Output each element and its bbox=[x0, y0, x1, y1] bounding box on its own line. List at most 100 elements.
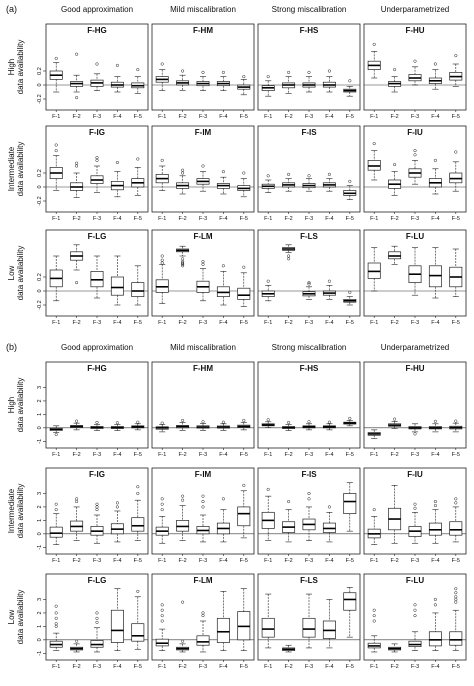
outlier bbox=[433, 419, 437, 423]
x-tick-label: F-4 bbox=[113, 664, 121, 670]
outlier bbox=[327, 505, 331, 509]
outlier bbox=[372, 42, 376, 46]
outlier bbox=[393, 163, 397, 167]
outlier bbox=[95, 62, 99, 66]
x-tick-label: F-5 bbox=[346, 558, 354, 564]
x-tick-label: F-5 bbox=[240, 216, 248, 222]
x-tick-label: F-5 bbox=[134, 664, 142, 670]
outlier bbox=[413, 432, 417, 436]
panel-title: F-IS bbox=[301, 470, 317, 479]
panel-title: F-IG bbox=[89, 470, 105, 479]
x-tick-label: F-1 bbox=[264, 320, 272, 326]
column-title: Good approximation bbox=[61, 343, 133, 352]
x-tick-label: F-1 bbox=[264, 452, 272, 458]
y-tick-label: 2 bbox=[37, 399, 43, 402]
x-tick-label: F-5 bbox=[240, 114, 248, 120]
panel: F-IM F-1 F-2 F-3 F-4 F-5 bbox=[151, 467, 255, 564]
y-tick-label: 0.2 bbox=[37, 67, 43, 75]
x-tick-label: F-2 bbox=[390, 558, 398, 564]
outlier bbox=[221, 70, 225, 74]
outlier bbox=[181, 69, 185, 73]
box bbox=[110, 276, 124, 296]
outlier bbox=[115, 505, 119, 509]
y-tick-label: 1 bbox=[37, 625, 43, 628]
x-tick-label: F-5 bbox=[134, 452, 142, 458]
x-tick-label: F-4 bbox=[219, 664, 227, 670]
panel-frame bbox=[257, 361, 361, 449]
box bbox=[131, 623, 145, 642]
outlier bbox=[454, 54, 458, 58]
panel-frame bbox=[45, 361, 149, 449]
x-tick-label: F-3 bbox=[411, 320, 419, 326]
x-tick-label: F-2 bbox=[72, 558, 80, 564]
outlier bbox=[433, 62, 437, 66]
x-tick-label: F-3 bbox=[93, 452, 101, 458]
part-label: (a) bbox=[6, 4, 17, 14]
panel-title: F-LM bbox=[193, 576, 212, 585]
outlier bbox=[201, 614, 205, 618]
panel-title: F-IU bbox=[407, 470, 423, 479]
outlier bbox=[287, 254, 291, 258]
outlier bbox=[160, 258, 164, 262]
outlier bbox=[95, 502, 99, 506]
x-tick-label: F-5 bbox=[240, 664, 248, 670]
panel-title: F-LU bbox=[406, 232, 424, 241]
outlier bbox=[287, 420, 291, 425]
outlier bbox=[454, 600, 458, 604]
outlier bbox=[75, 639, 79, 643]
y-tick-label: -0.2 bbox=[37, 196, 43, 205]
panel-title: F-HS bbox=[300, 364, 319, 373]
row-title-line: data availability bbox=[16, 142, 25, 197]
outlier bbox=[287, 499, 291, 504]
outlier bbox=[307, 281, 311, 285]
outlier bbox=[454, 150, 458, 154]
x-tick-label: F-2 bbox=[178, 114, 186, 120]
outlier bbox=[160, 254, 164, 258]
outlier bbox=[54, 149, 58, 153]
outlier bbox=[75, 497, 79, 501]
column-title: Strong miscalibration bbox=[272, 343, 347, 352]
outlier bbox=[160, 62, 164, 66]
panel: F-LU F-1 F-2 F-3 F-4 F-5 bbox=[363, 573, 467, 670]
x-tick-label: F-1 bbox=[158, 320, 166, 326]
box bbox=[216, 617, 230, 643]
x-tick-label: F-2 bbox=[390, 320, 398, 326]
outlier bbox=[454, 597, 458, 602]
outlier bbox=[266, 487, 270, 491]
x-tick-label: F-2 bbox=[72, 216, 80, 222]
x-tick-label: F-4 bbox=[431, 320, 439, 326]
outlier bbox=[266, 174, 270, 178]
x-tick-label: F-4 bbox=[113, 320, 121, 326]
row-title: Intermediate data availability bbox=[7, 484, 25, 539]
y-tick-label: 0 bbox=[37, 532, 43, 535]
column-title: Underparametrized bbox=[381, 343, 449, 352]
outlier bbox=[393, 68, 397, 72]
box bbox=[110, 609, 124, 643]
x-tick-label: F-5 bbox=[452, 216, 460, 222]
panel: F-LG -1 0 1 2 3 F-1 F-2 F-3 F-4 F-5 bbox=[37, 573, 149, 670]
outlier bbox=[54, 622, 58, 626]
x-tick-label: F-2 bbox=[284, 320, 292, 326]
panel-frame bbox=[257, 23, 361, 111]
x-tick-label: F-3 bbox=[199, 320, 207, 326]
x-tick-label: F-4 bbox=[431, 216, 439, 222]
x-tick-label: F-3 bbox=[199, 452, 207, 458]
outlier bbox=[433, 504, 437, 508]
box bbox=[237, 287, 251, 300]
outlier bbox=[307, 491, 311, 496]
outlier bbox=[115, 501, 119, 505]
outlier bbox=[454, 595, 458, 599]
panel-title: F-IM bbox=[195, 470, 212, 479]
box bbox=[237, 506, 251, 527]
row-title: Low data availability bbox=[7, 246, 25, 301]
outlier bbox=[95, 611, 99, 615]
outlier bbox=[181, 600, 185, 604]
outlier bbox=[136, 485, 140, 489]
outlier bbox=[413, 153, 417, 157]
panel: F-HG -1 0 1 2 3 F-1 F-2 F-3 F-4 F-5 bbox=[37, 361, 149, 458]
x-tick-label: F-2 bbox=[284, 452, 292, 458]
outlier bbox=[75, 281, 79, 285]
row-title-line: High bbox=[7, 59, 16, 75]
x-tick-label: F-1 bbox=[158, 216, 166, 222]
